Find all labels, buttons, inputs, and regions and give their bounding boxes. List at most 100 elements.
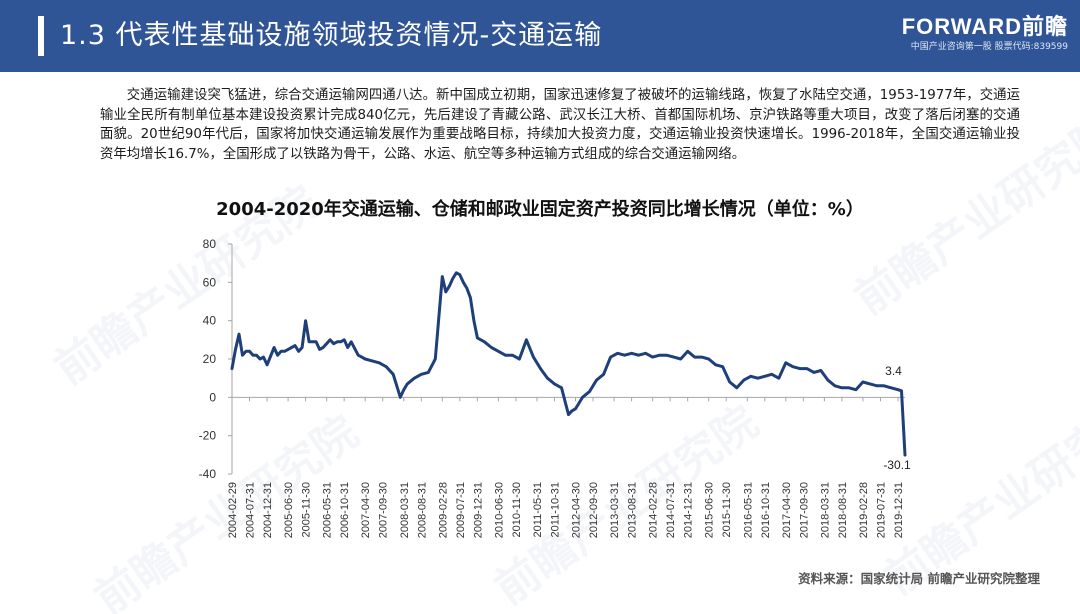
y-tick-label: 40 [203,314,217,328]
data-point [707,358,710,360]
x-tick-label: 2009-02-28 [437,482,449,538]
y-tick-label: -20 [199,429,217,443]
data-point [897,388,899,391]
x-tick-label: 2016-10-31 [760,482,772,538]
data-point [511,354,514,357]
data-point [462,281,465,284]
data-point [714,363,717,366]
data-point [402,388,405,391]
x-tick-label: 2014-07-31 [665,482,677,538]
data-point [469,296,472,299]
x-tick-label: 2018-03-31 [819,482,831,538]
data-point [392,373,395,376]
x-tick-label: 2019-07-31 [875,482,887,538]
series-line [230,271,907,457]
data-point [304,319,307,322]
data-point [252,354,254,357]
data-point [255,354,258,357]
data-point [777,377,780,380]
x-tick-label: 2010-11-30 [511,482,523,537]
x-tick-label: 2006-05-31 [322,482,334,538]
data-label: -30.1 [883,458,911,472]
data-point [325,342,328,345]
y-tick-label: 80 [203,237,217,251]
data-point [280,350,282,353]
x-tick-label: 2017-09-30 [798,482,810,538]
x-tick-label: 2014-12-31 [683,482,695,538]
data-point [728,381,731,383]
data-point [693,356,696,358]
x-tick-label: 2011-05-31 [532,482,544,537]
data-point [504,354,507,357]
data-point [413,377,416,380]
data-point [658,354,661,357]
data-point [294,344,296,347]
data-point [290,346,293,349]
data-point [287,348,289,351]
data-point [904,454,906,456]
x-tick-label: 2013-03-31 [609,482,621,538]
brand-logo: FORWARD前瞻 中国产业咨询第一股 股票代码:839599 [863,14,1068,60]
data-point [420,373,423,376]
data-point [297,350,300,353]
data-point [357,354,360,357]
x-tick-label: 2013-08-31 [627,482,639,538]
data-point [862,381,864,383]
data-point [841,386,843,389]
data-point [283,350,286,353]
data-point [616,352,619,355]
data-point [497,350,500,353]
data-point [458,273,461,276]
x-tick-label: 2005-06-30 [283,482,295,538]
data-point [427,371,430,374]
data-point [476,337,479,339]
data-point [315,340,317,343]
data-point [473,319,475,322]
data-point [644,352,647,355]
data-point [869,383,871,385]
data-point [574,407,577,410]
data-point [581,396,584,399]
data-point [770,373,773,376]
x-tick-label: 2007-04-30 [360,482,372,538]
data-point [301,346,303,349]
data-point [273,346,275,349]
data-point [679,358,682,360]
x-tick-label: 2004-12-31 [262,482,274,538]
data-point [595,379,598,381]
x-tick-label: 2015-06-30 [704,482,716,538]
y-tick-label: -40 [199,467,217,481]
data-point [231,367,233,370]
data-point [451,277,454,280]
data-point [399,396,402,399]
data-point [588,390,591,393]
data-point [518,358,521,360]
data-point [532,356,535,358]
data-point [735,386,738,389]
brand-name: FORWARD前瞻 [901,14,1068,39]
data-point [602,373,605,376]
data-point [686,350,689,353]
x-tick-label: 2004-07-31 [245,482,257,538]
data-point [434,358,437,360]
data-point [890,386,892,389]
data-point [763,375,766,378]
data-point [855,388,857,391]
data-point [241,354,244,357]
data-point [360,356,363,358]
data-point [455,271,458,274]
data-point [266,363,268,366]
page-title: 1.3 代表性基础设施领域投资情况-交通运输 [60,20,603,51]
x-tick-label: 2008-08-31 [416,482,428,538]
data-point [336,340,339,343]
y-tick-label: 0 [209,390,216,404]
data-point [385,365,388,368]
data-point [259,358,261,360]
data-point [378,361,381,364]
data-point [791,365,794,368]
x-tick-label: 2006-10-31 [339,482,351,538]
data-point [672,356,675,358]
data-point [329,338,331,341]
source-note: 资料来源：国家统计局 前瞻产业研究院整理 [798,571,1040,586]
header-accent-bar [38,16,44,56]
